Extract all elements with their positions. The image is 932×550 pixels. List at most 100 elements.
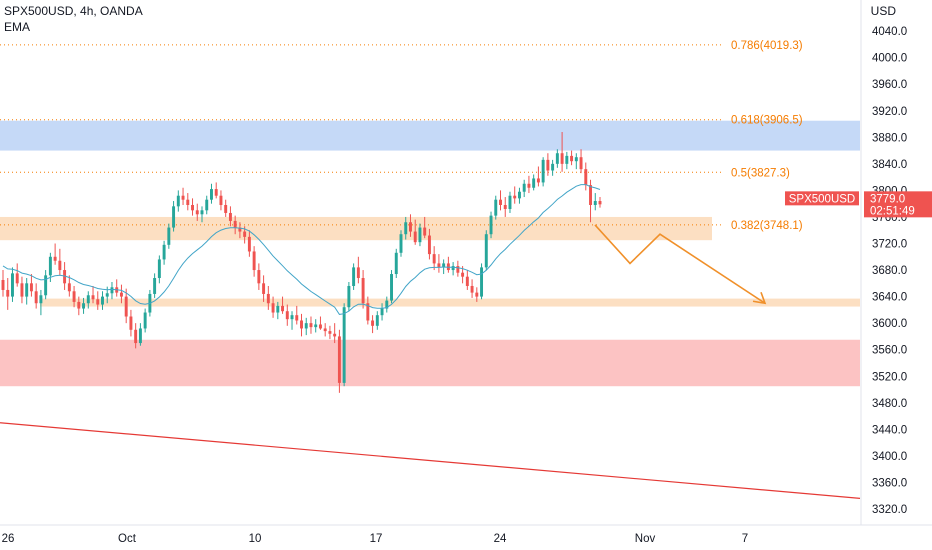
candle: [233, 215, 237, 235]
candle: [418, 223, 422, 247]
candle-body: [598, 201, 602, 205]
candle-body: [29, 283, 33, 292]
candle: [513, 186, 517, 204]
candle-body: [15, 273, 19, 284]
candle: [271, 296, 275, 318]
candle: [214, 182, 218, 199]
indicator-label-ema[interactable]: EMA: [4, 20, 31, 34]
candle-body: [565, 155, 569, 164]
candle: [565, 151, 569, 170]
candle: [522, 179, 526, 198]
last-price-tag: SPX500USD 3779.0 02:51:49: [785, 191, 932, 218]
candle-body: [366, 303, 370, 321]
candle-body: [285, 311, 289, 320]
candle-body: [451, 266, 455, 271]
symbol-title[interactable]: SPX500USD, 4h, OANDA: [4, 4, 143, 18]
projection-arrowhead: [752, 291, 767, 305]
candle-body: [394, 252, 398, 275]
candle-body: [191, 205, 194, 211]
candle-body: [101, 296, 104, 305]
projection-path: [594, 224, 766, 304]
candle-body: [281, 305, 285, 312]
time-tick: Oct: [118, 533, 137, 545]
candle: [555, 149, 559, 168]
ema-line: [2, 184, 601, 315]
time-axis[interactable]: 26 Oct 10 17 24 Nov 7: [2, 533, 749, 545]
candle: [39, 289, 43, 316]
price-tick: 4000.0: [872, 53, 907, 65]
candle: [399, 230, 403, 257]
candle: [238, 222, 242, 239]
candle-body: [63, 270, 67, 284]
candle-body: [77, 301, 81, 309]
candle: [134, 323, 138, 349]
candle: [356, 256, 360, 284]
candle: [413, 219, 417, 245]
candle-body: [247, 236, 251, 252]
candle: [494, 195, 498, 220]
candle-body: [494, 199, 498, 216]
candle: [176, 190, 180, 212]
candle: [11, 267, 14, 302]
price-tick: 3520.0: [872, 371, 907, 383]
candle: [53, 243, 57, 265]
candle-body: [380, 308, 384, 316]
candle: [508, 191, 512, 213]
candle: [20, 276, 24, 304]
candle-body: [390, 274, 393, 301]
candle-body: [409, 222, 412, 232]
candle: [200, 206, 204, 223]
candle-body: [105, 293, 109, 297]
candle-body: [432, 254, 436, 264]
candle: [328, 325, 332, 340]
fib-label: 0.786(4019.3): [731, 40, 803, 52]
candle-body: [295, 315, 299, 321]
price-tick: 3560.0: [872, 345, 907, 357]
fib-label: 0.618(3906.5): [731, 115, 803, 127]
candle: [138, 323, 142, 346]
candle-body: [551, 163, 555, 171]
price-axis[interactable]: 4040.04000.03960.03920.03880.03840.03800…: [872, 26, 907, 516]
price-tick: 3320.0: [872, 504, 907, 516]
candle: [91, 285, 95, 304]
candle-body: [513, 195, 517, 199]
price-tick: 3360.0: [872, 477, 907, 489]
candle: [390, 270, 393, 304]
candle: [361, 270, 365, 309]
candle: [205, 195, 209, 215]
candle-body: [157, 259, 161, 279]
candle-body: [276, 305, 280, 313]
candle: [172, 201, 176, 232]
candle-body: [584, 169, 588, 186]
candle-body: [352, 267, 356, 286]
candle: [247, 230, 251, 257]
candle-body: [67, 283, 71, 292]
candle: [219, 190, 223, 211]
candle: [470, 279, 474, 298]
candle: [475, 287, 479, 302]
candle-body: [508, 195, 512, 209]
candle: [427, 228, 431, 260]
candle-body: [446, 263, 450, 271]
candle-body: [134, 329, 138, 344]
candle-body: [58, 260, 62, 271]
candle-body: [536, 178, 540, 183]
candle-body: [423, 227, 427, 236]
candle-body: [570, 155, 574, 162]
price-tick: 3720.0: [872, 239, 907, 251]
candle: [119, 284, 123, 304]
candle: [157, 255, 161, 284]
candle: [551, 159, 555, 176]
candle: [517, 187, 521, 204]
price-tick: 3920.0: [872, 106, 907, 118]
fib-layer: 0.786(4019.3) 0.618(3906.5) 0.5(3827.3) 0.3…: [0, 40, 803, 232]
candle-body: [309, 323, 313, 328]
candle: [72, 285, 76, 308]
candle-body: [437, 263, 441, 268]
candle-body: [499, 199, 502, 206]
candle-body: [20, 283, 24, 297]
candle-body: [489, 215, 493, 235]
candle: [598, 197, 602, 208]
